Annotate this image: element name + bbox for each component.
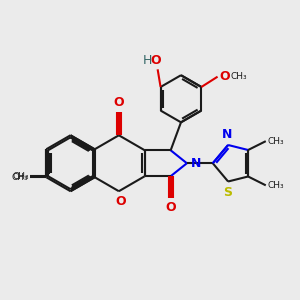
Text: CH₃: CH₃ [12, 172, 29, 181]
Text: O: O [165, 201, 176, 214]
Text: H: H [142, 54, 152, 67]
Text: O: O [151, 54, 161, 67]
Text: O: O [219, 70, 230, 83]
Text: CH₃: CH₃ [231, 72, 248, 81]
Text: N: N [191, 157, 202, 170]
Text: CH₃: CH₃ [267, 137, 284, 146]
Text: CH₃: CH₃ [267, 181, 284, 190]
Text: O: O [113, 96, 124, 110]
Text: S: S [223, 186, 232, 199]
Text: N: N [222, 128, 233, 141]
Text: O: O [115, 195, 126, 208]
Text: CH₃: CH₃ [12, 173, 28, 182]
